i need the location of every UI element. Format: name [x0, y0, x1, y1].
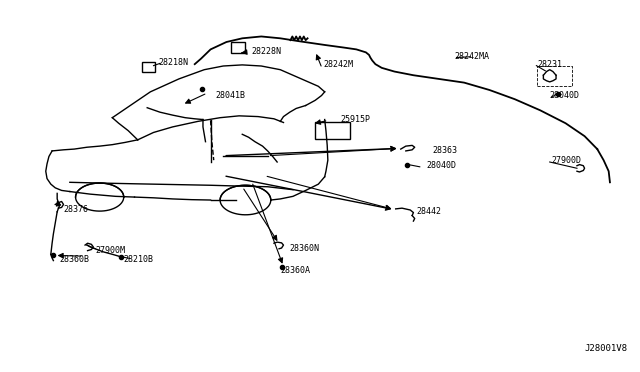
Text: 28242MA: 28242MA [454, 52, 490, 61]
Text: 28360B: 28360B [60, 255, 90, 264]
Text: 28242M: 28242M [323, 60, 353, 69]
Text: 28210B: 28210B [124, 255, 154, 264]
Text: 28376: 28376 [63, 205, 88, 215]
Text: 28363: 28363 [433, 147, 458, 155]
Text: 28228N: 28228N [252, 47, 282, 56]
Text: 25915P: 25915P [340, 115, 371, 124]
Bar [142, 62, 155, 71]
Text: 28218N: 28218N [159, 58, 189, 67]
Text: 28442: 28442 [417, 207, 442, 217]
Bar [315, 122, 350, 139]
Text: 27900M: 27900M [95, 246, 125, 255]
Text: 28360N: 28360N [290, 244, 320, 253]
Text: 28040D: 28040D [550, 91, 580, 100]
Text: J28001V8: J28001V8 [584, 344, 628, 353]
Text: 28231: 28231 [537, 60, 562, 69]
Text: 28041B: 28041B [216, 91, 246, 100]
Bar [231, 42, 245, 53]
Text: 27900D: 27900D [552, 155, 582, 165]
Text: 28360A: 28360A [280, 266, 310, 275]
Text: 28040D: 28040D [426, 161, 456, 170]
